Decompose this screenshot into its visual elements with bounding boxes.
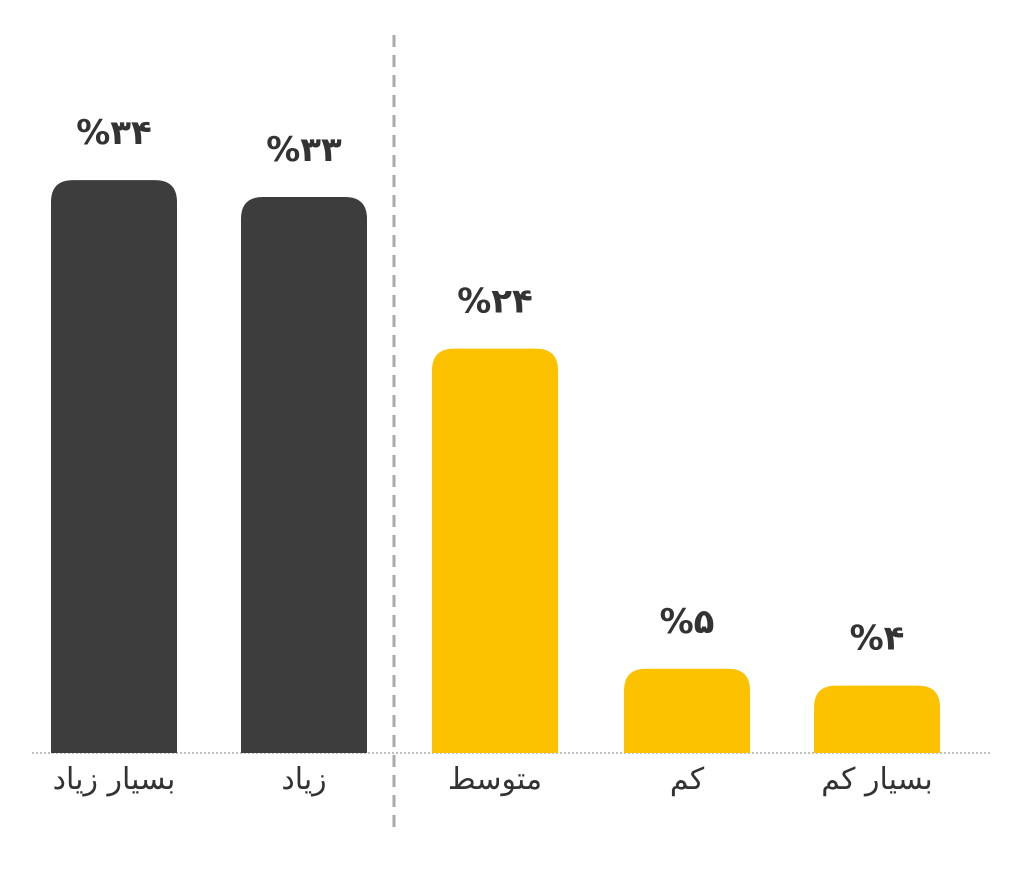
category-label-1: بسیار زیاد	[53, 762, 176, 797]
value-label-3: %۲۴	[457, 282, 533, 322]
category-label-2: زیاد	[281, 762, 326, 797]
value-label-4: %۵	[660, 602, 715, 642]
bar-5	[814, 685, 940, 753]
category-label-5: بسیار کم	[821, 762, 933, 797]
category-label-4: کم	[670, 762, 705, 797]
bar-2	[241, 196, 367, 753]
bar-3	[432, 348, 558, 753]
category-label-3: متوسط	[448, 762, 542, 797]
bar-4	[624, 668, 750, 753]
bar-1	[51, 180, 177, 754]
value-label-5: %۴	[850, 619, 905, 659]
value-label-1: %۳۴	[76, 113, 152, 153]
value-label-2: %۳۳	[266, 130, 342, 170]
